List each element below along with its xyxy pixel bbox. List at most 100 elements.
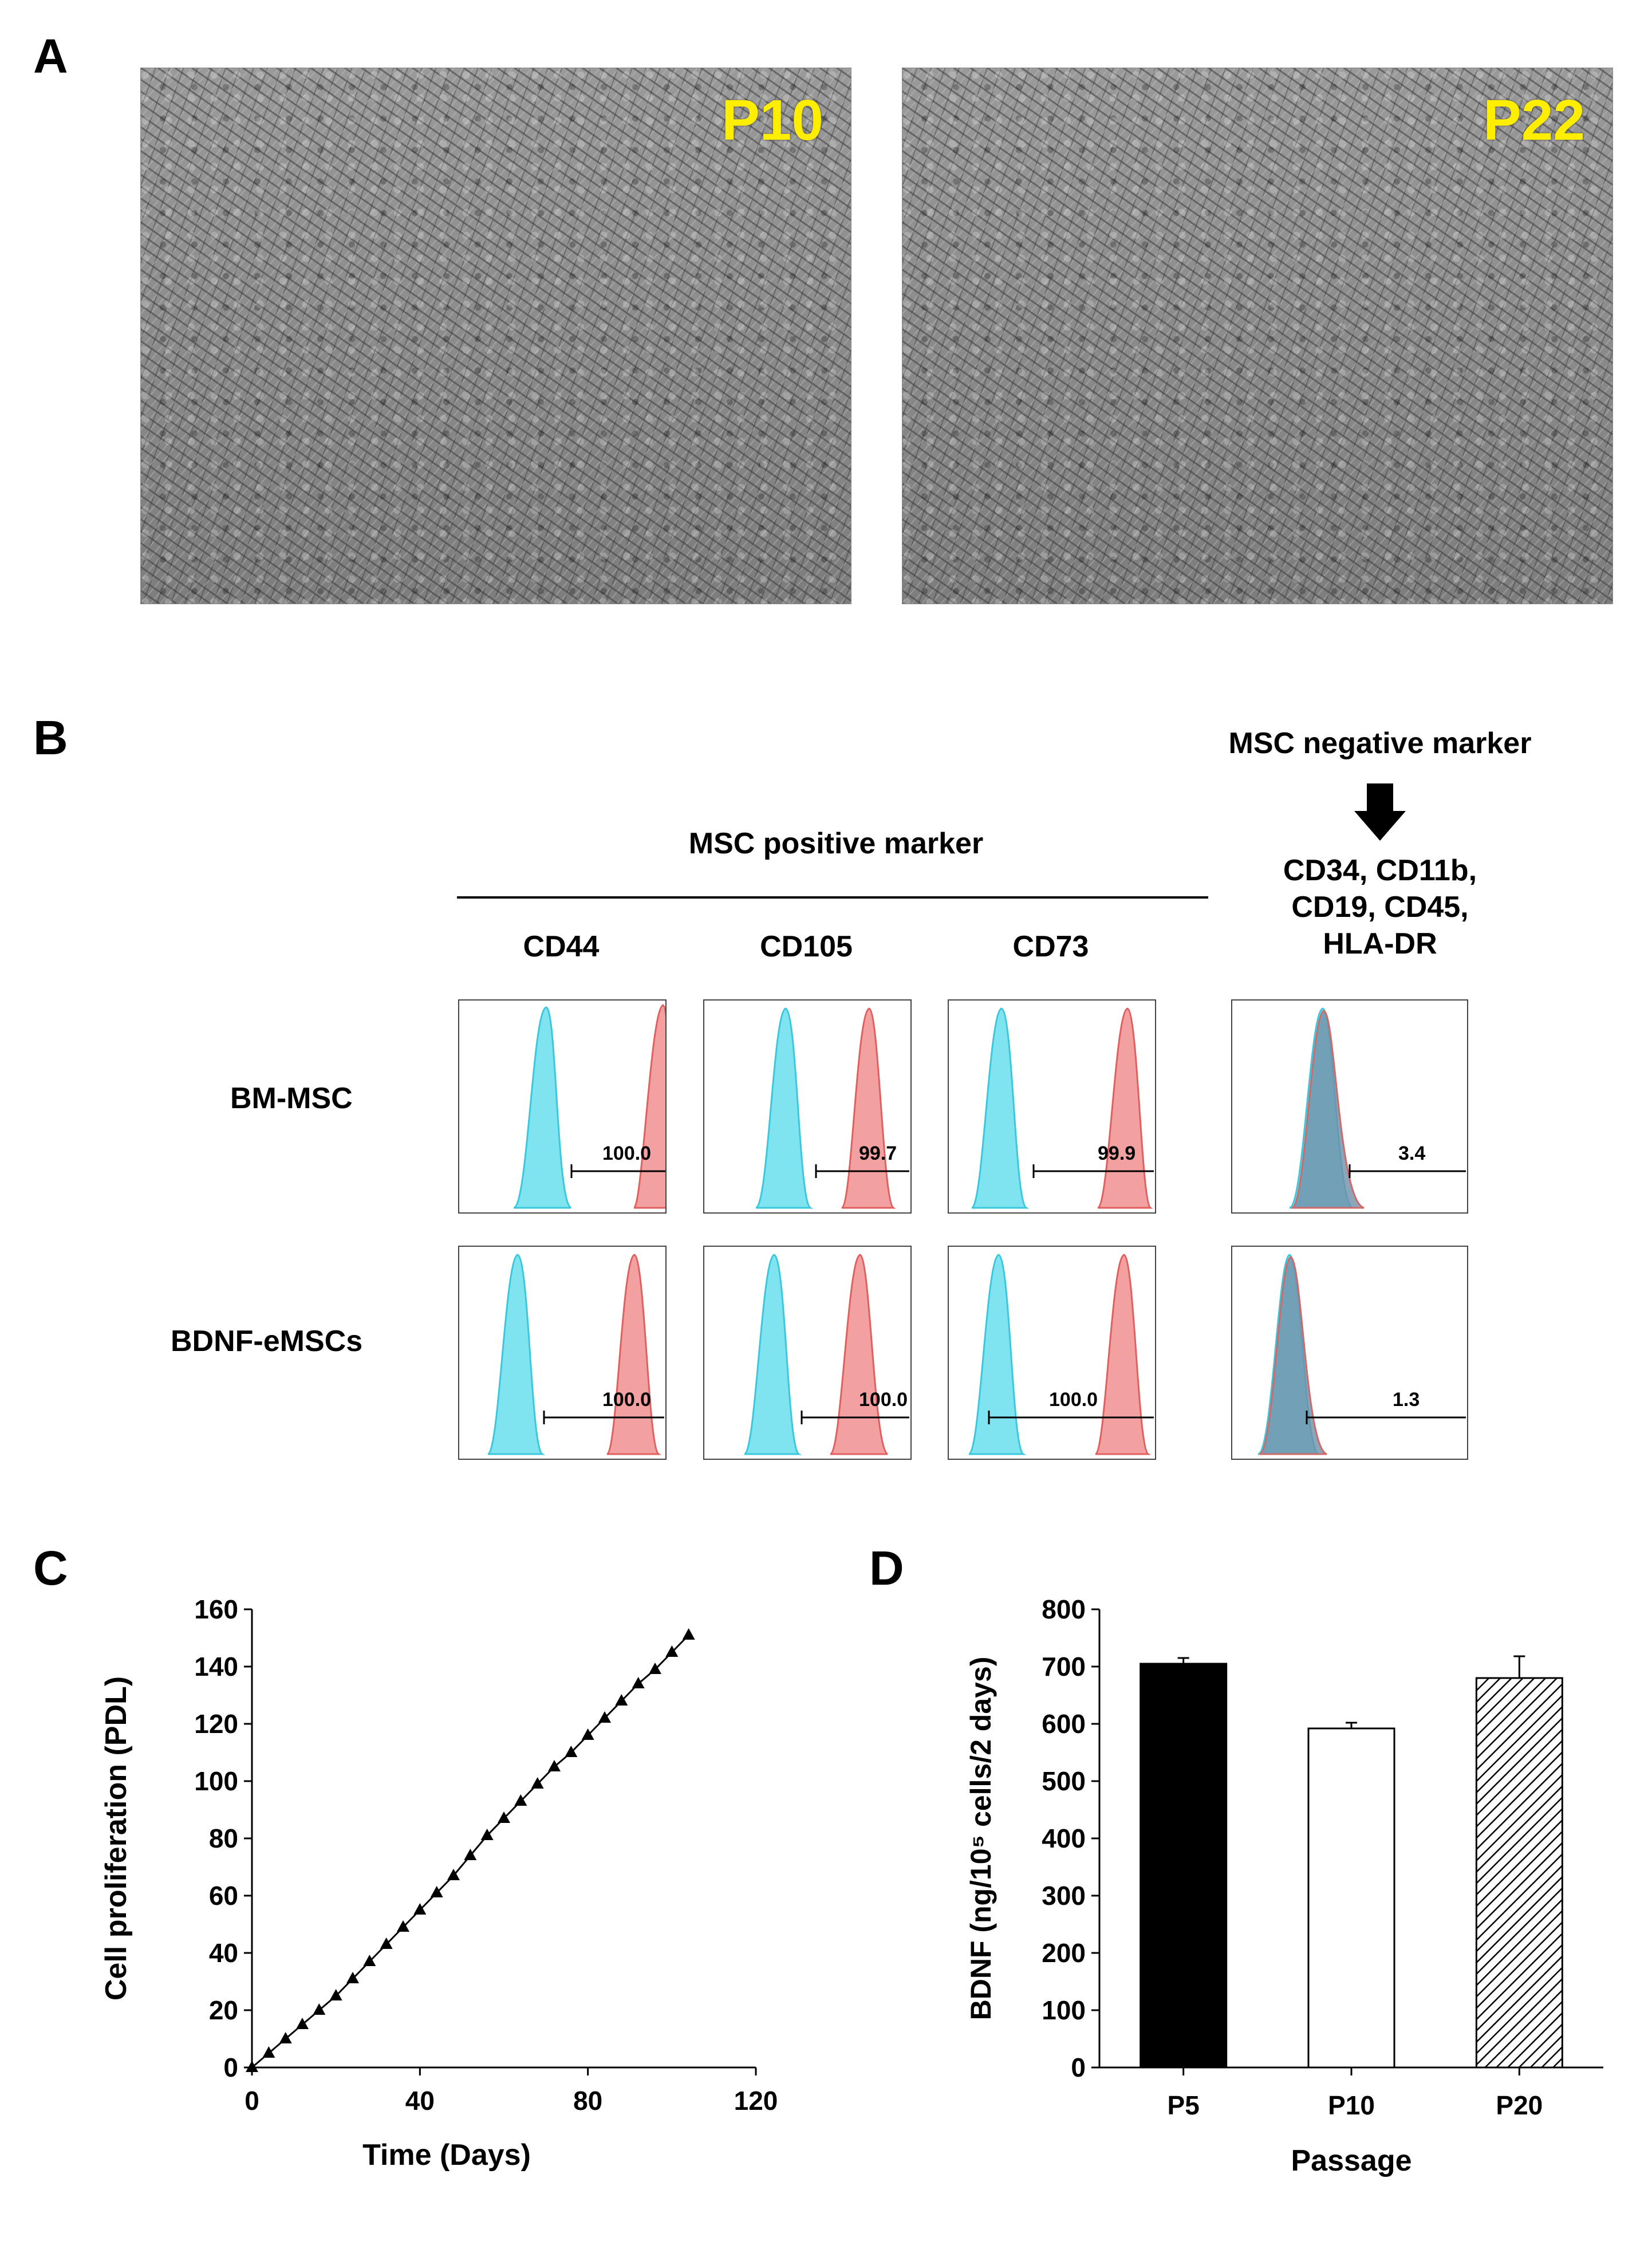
histogram-bdnf-cd73-value: 100.0 [1049,1389,1098,1411]
histogram-bm-cd105-value: 99.7 [859,1143,897,1164]
chart-c-point [296,2018,309,2029]
negative-marker-line-1: CD34, CD11b, [1283,854,1477,887]
histogram-bm-cd44: 100.0 [458,999,688,1214]
negative-marker-line-3: HLA-DR [1323,927,1437,960]
histogram-bdnf-cd105-svg: 100.0 [743,1254,909,1455]
chart-d-ytick-label: 400 [1042,1823,1086,1853]
chart-c-ytick-label: 0 [223,2053,238,2082]
chart-d-category-label: P5 [1168,2090,1200,2120]
chart-c-point [665,1645,679,1657]
chart-c-ytick-label: 20 [209,1995,238,2025]
chart-c: 0 20 40 60 80 100 120 140 160 0 40 80 120 Time (Days)… [100,1594,778,2172]
col-header-cd73: CD73 [1012,930,1089,963]
histogram-bdnf-cd73: 100.0 [948,1246,1156,1460]
micrograph-right: P22 [902,68,1613,604]
row-label-bm-msc: BM-MSC [230,1082,353,1115]
chart-c-point [279,2032,292,2043]
histogram-bdnf-negative: 1.3 [1231,1246,1468,1460]
chart-c-point [246,2061,258,2072]
chart-c-point [498,1811,510,1823]
histogram-bm-cd44-svg: 100.0 [513,1004,688,1209]
chart-c-point [514,1794,527,1806]
positive-marker-header: MSC positive marker [688,827,984,860]
chart-d-ytick-label: 200 [1042,1938,1086,1968]
chart-c-ylabel: Cell proliferation (PDL) [100,1676,133,2000]
chart-c-point [413,1903,427,1915]
chart-c-point [447,1869,460,1880]
histogram-bm-negative-value: 3.4 [1398,1143,1425,1164]
chart-c-point [464,1849,477,1860]
chart-c-point [313,2003,326,2015]
micrograph-right-label: P22 [1483,88,1585,152]
chart-c-xtick-label: 120 [734,2086,778,2116]
histogram-bdnf-negative-value: 1.3 [1393,1389,1420,1411]
chart-d-ytick-label: 700 [1042,1652,1086,1681]
chart-c-point [598,1711,611,1723]
panel-a-letter: A [33,29,68,83]
chart-c-point [548,1760,561,1771]
panel-b-letter: B [33,711,68,765]
histogram-bm-cd73: 99.9 [948,999,1156,1214]
chart-c-point [380,1937,393,1949]
histogram-bdnf-negative-svg: 1.3 [1257,1254,1466,1455]
chart-c-point [565,1746,578,1757]
chart-c-point [430,1886,443,1897]
histogram-bdnf-cd44-value: 100.0 [602,1389,651,1411]
chart-d-category-label: P20 [1496,2090,1543,2120]
chart-c-xtick-label: 0 [245,2086,259,2116]
negative-marker-list: CD34, CD11b, CD19, CD45, HLA-DR [1231,852,1529,962]
chart-c-xlabel: Time (Days) [362,2138,531,2172]
col-header-cd44: CD44 [523,930,600,963]
chart-c-ytick-label: 160 [194,1594,238,1624]
chart-c-point [615,1694,628,1706]
chart-c-ytick-label: 140 [194,1652,238,1681]
chart-d-xlabel: Passage [1291,2144,1412,2177]
chart-d-bar [1307,1727,1395,2069]
down-arrow-icon [1354,783,1406,841]
panel-c-letter: C [33,1541,68,1595]
chart-d-ytick-label: 500 [1042,1766,1086,1796]
chart-c-point [480,1829,494,1840]
chart-d-bar [1140,1663,1228,2069]
histogram-bm-cd73-value: 99.9 [1098,1143,1135,1164]
chart-c-ytick-label: 60 [209,1881,238,1911]
chart-c-point [581,1728,594,1740]
histogram-bdnf-cd44: 100.0 [458,1246,667,1460]
negative-marker-header: MSC negative marker [1228,727,1532,760]
negative-marker-line-2: CD19, CD45, [1291,891,1469,924]
histogram-bm-negative: 3.4 [1231,999,1468,1214]
chart-c-point [531,1777,544,1789]
chart-d: 0 100 200 300 400 500 600 700 800 P5 P10 P20 Passage… [965,1594,1603,2177]
histogram-bm-cd73-svg: 99.9 [971,1007,1154,1209]
histogram-bm-cd105-svg: 99.7 [755,1007,909,1209]
chart-c-point [363,1955,376,1966]
chart-d-ylabel: BDNF (ng/10⁵ cells/2 days) [965,1657,997,2021]
histogram-bdnf-cd44-svg: 100.0 [487,1254,664,1455]
chart-c-point [262,2046,275,2058]
histogram-bm-cd44-value: 100.0 [602,1143,651,1164]
chart-c-point [397,1920,409,1932]
chart-d-ytick-label: 600 [1042,1709,1086,1739]
chart-c-point [346,1972,359,1983]
chart-c-ytick-label: 40 [209,1938,238,1968]
chart-c-point [682,1628,695,1640]
chart-d-ytick-label: 100 [1042,1995,1086,2025]
chart-c-ytick-label: 120 [194,1709,238,1739]
chart-c-ytick-label: 80 [209,1823,238,1853]
chart-d-ytick-label: 800 [1042,1594,1086,1624]
micrograph-left: P10 [140,68,851,604]
chart-c-point [632,1677,645,1688]
chart-c-ytick-label: 100 [194,1766,238,1796]
col-header-cd105: CD105 [760,930,853,963]
chart-d-ytick-label: 300 [1042,1881,1086,1911]
chart-c-point [329,1989,342,2000]
chart-d-ytick-label: 0 [1071,2053,1086,2082]
histogram-bm-cd105: 99.7 [703,999,912,1214]
panel-d-letter: D [869,1541,904,1595]
positive-marker-rule [457,896,1208,899]
micrograph-left-label: P10 [721,88,823,152]
chart-d-category-label: P10 [1328,2090,1375,2120]
chart-c-point [649,1663,661,1674]
histogram-bdnf-cd105: 100.0 [703,1246,912,1460]
row-label-bdnf-emscs: BDNF-eMSCs [171,1325,363,1358]
